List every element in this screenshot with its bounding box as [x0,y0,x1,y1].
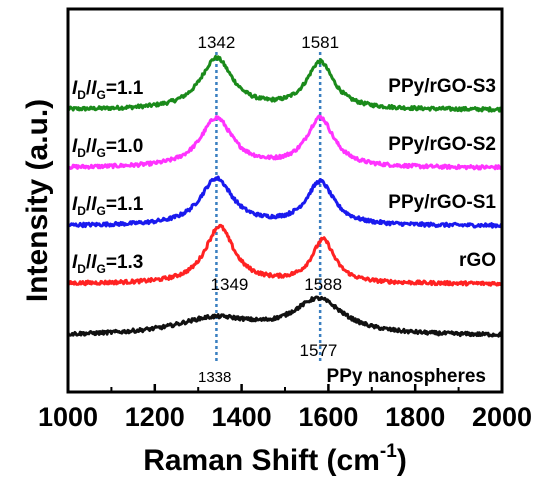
peak-position-label-1577: 1577 [300,341,338,360]
intensity-ratio-label: ID/IG=1.1 [72,78,144,102]
spectrum-line-ppy-rgo-s2 [66,114,504,171]
intensity-ratio-label: ID/IG=1.1 [72,194,144,218]
spectrum-line-ppy-nanospheres [66,295,504,338]
series-label: PPy/rGO-S1 [388,192,496,213]
series-label: PPy/rGO-S2 [388,134,496,155]
spectrum-line-ppy-rgo-s3 [66,54,504,113]
x-axis-title-main: Raman Shift (cm [143,444,380,477]
series-label: PPy nanospheres [327,366,486,387]
x-axis-title-superscript: -1 [380,441,397,462]
spectrum-line-rgo [66,223,503,287]
peak-position-label-1338: 1338 [198,369,231,386]
series-label: PPy/rGO-S3 [388,76,496,97]
x-axis-ticks: 1000 1200 1400 1600 1800 2000 [38,384,532,432]
y-axis-title: Intensity (a.u.) [21,99,54,302]
x-axis-title-close: ) [397,444,407,477]
intensity-ratio-label: ID/IG=1.3 [72,252,143,276]
peak-position-label-1349: 1349 [211,275,249,294]
x-tick-label: 2000 [472,402,532,432]
peak-position-label-1581: 1581 [301,33,339,52]
x-tick-label: 1000 [38,402,98,432]
peak-position-label-1588: 1588 [304,275,342,294]
plot-area [66,52,504,362]
peak-position-label-1342: 1342 [198,33,236,52]
x-tick-label: 1200 [125,402,185,432]
chart-annotations: PPy/rGO-S3 ID/IG=1.1 PPy/rGO-S2 ID/IG=1.0 PP… [72,33,496,387]
x-tick-label: 1600 [298,402,358,432]
series-label: rGO [459,250,496,271]
spectrum-line-ppy-rgo-s1 [67,175,504,229]
intensity-ratio-label: ID/IG=1.0 [72,136,143,160]
x-tick-label: 1800 [385,402,445,432]
x-tick-label: 1400 [212,402,272,432]
x-axis-title: Raman Shift (cm-1) [143,441,407,477]
